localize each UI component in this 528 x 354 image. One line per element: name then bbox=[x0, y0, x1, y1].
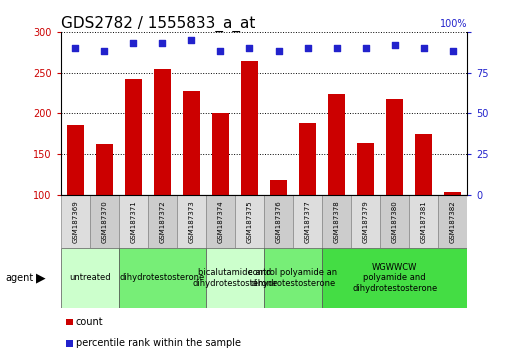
Bar bbox=[148, 195, 177, 248]
Bar bbox=[386, 99, 403, 195]
Text: GSM187382: GSM187382 bbox=[450, 200, 456, 242]
Text: 100%: 100% bbox=[440, 19, 467, 29]
Bar bbox=[183, 91, 200, 195]
Bar bbox=[241, 61, 258, 195]
Bar bbox=[119, 248, 206, 308]
Point bbox=[245, 45, 254, 51]
Bar bbox=[96, 144, 113, 195]
Text: GSM187371: GSM187371 bbox=[130, 200, 136, 242]
Bar bbox=[61, 248, 119, 308]
Point bbox=[187, 37, 196, 43]
Bar bbox=[438, 195, 467, 248]
Bar bbox=[264, 195, 293, 248]
Bar bbox=[206, 195, 235, 248]
Bar bbox=[177, 195, 206, 248]
Bar bbox=[270, 180, 287, 195]
Point bbox=[275, 48, 283, 54]
Text: GSM187375: GSM187375 bbox=[247, 200, 252, 242]
Text: untreated: untreated bbox=[69, 273, 110, 282]
Text: WGWWCW
polyamide and
dihydrotestosterone: WGWWCW polyamide and dihydrotestosterone bbox=[352, 263, 437, 293]
Text: GSM187379: GSM187379 bbox=[363, 200, 369, 242]
Text: GSM187372: GSM187372 bbox=[159, 200, 165, 242]
Bar bbox=[61, 195, 90, 248]
Text: GSM187370: GSM187370 bbox=[101, 200, 107, 242]
Point bbox=[100, 48, 109, 54]
Text: agent: agent bbox=[5, 273, 34, 283]
Point bbox=[449, 48, 457, 54]
Bar bbox=[444, 192, 461, 195]
Bar bbox=[409, 195, 438, 248]
Bar bbox=[90, 195, 119, 248]
Text: GSM187373: GSM187373 bbox=[188, 200, 194, 242]
Bar bbox=[357, 143, 374, 195]
Point bbox=[333, 45, 341, 51]
Text: GSM187381: GSM187381 bbox=[421, 200, 427, 242]
Point bbox=[420, 45, 428, 51]
Bar bbox=[67, 126, 84, 195]
Bar bbox=[264, 248, 322, 308]
Bar bbox=[299, 123, 316, 195]
Bar bbox=[322, 248, 467, 308]
Text: count: count bbox=[76, 317, 103, 327]
Bar bbox=[380, 195, 409, 248]
Point bbox=[129, 40, 138, 46]
Point bbox=[391, 42, 399, 48]
Bar bbox=[212, 113, 229, 195]
Point bbox=[303, 45, 312, 51]
Bar bbox=[328, 94, 345, 195]
Bar bbox=[154, 69, 171, 195]
Text: GSM187378: GSM187378 bbox=[334, 200, 340, 242]
Text: GSM187374: GSM187374 bbox=[218, 200, 223, 242]
Text: GDS2782 / 1555833_a_at: GDS2782 / 1555833_a_at bbox=[61, 16, 255, 32]
Point bbox=[216, 48, 225, 54]
Bar bbox=[415, 133, 432, 195]
Point bbox=[158, 40, 167, 46]
Text: GSM187377: GSM187377 bbox=[305, 200, 310, 242]
Text: percentile rank within the sample: percentile rank within the sample bbox=[76, 338, 241, 348]
Bar bbox=[119, 195, 148, 248]
Text: bicalutamide and
dihydrotestosterone: bicalutamide and dihydrotestosterone bbox=[192, 268, 278, 287]
Bar bbox=[206, 248, 264, 308]
Text: dihydrotestosterone: dihydrotestosterone bbox=[120, 273, 205, 282]
Text: control polyamide an
dihydrotestosterone: control polyamide an dihydrotestosterone bbox=[249, 268, 337, 287]
Bar bbox=[322, 195, 351, 248]
Bar bbox=[351, 195, 380, 248]
Text: GSM187380: GSM187380 bbox=[392, 200, 398, 242]
Point bbox=[361, 45, 370, 51]
Point bbox=[71, 45, 80, 51]
Text: GSM187369: GSM187369 bbox=[72, 200, 78, 242]
Bar bbox=[293, 195, 322, 248]
Bar bbox=[125, 79, 142, 195]
Text: GSM187376: GSM187376 bbox=[276, 200, 281, 242]
Bar bbox=[235, 195, 264, 248]
Text: ▶: ▶ bbox=[36, 272, 45, 284]
